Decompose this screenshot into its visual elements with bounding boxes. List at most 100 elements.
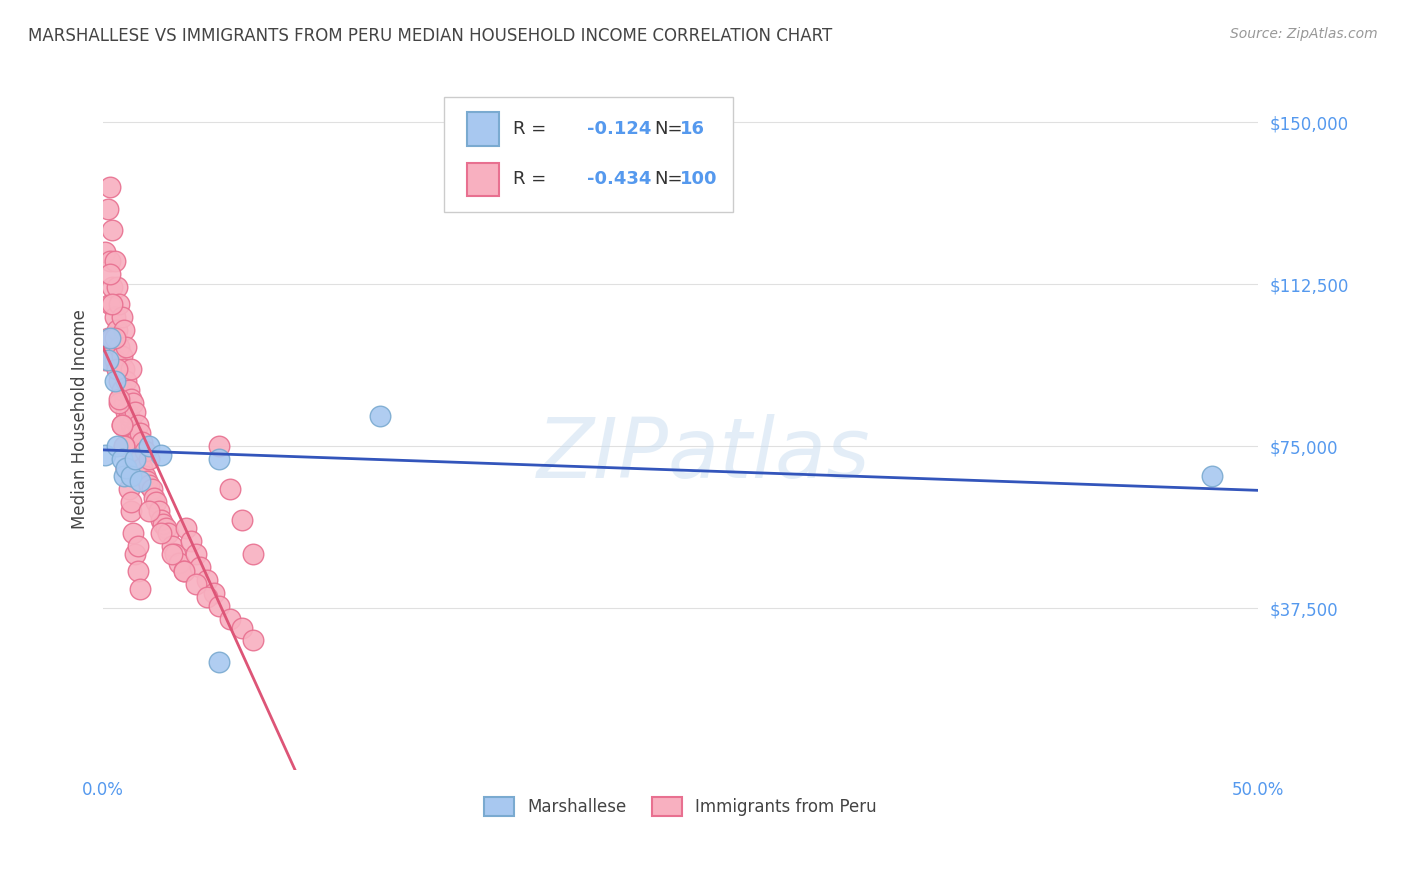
Point xyxy=(208,599,231,613)
Point xyxy=(127,539,149,553)
Point xyxy=(110,417,132,432)
Point xyxy=(105,439,128,453)
Point xyxy=(112,439,135,453)
Point xyxy=(208,439,231,453)
Point xyxy=(131,460,153,475)
Point xyxy=(163,547,186,561)
Point xyxy=(134,469,156,483)
Point xyxy=(101,331,124,345)
Point xyxy=(162,547,184,561)
Point xyxy=(127,443,149,458)
Text: R =: R = xyxy=(513,120,547,138)
Point xyxy=(94,448,117,462)
Point xyxy=(122,396,145,410)
Point xyxy=(188,560,211,574)
Point xyxy=(94,244,117,259)
Point xyxy=(122,426,145,441)
Point xyxy=(112,396,135,410)
Point xyxy=(120,392,142,406)
Point xyxy=(108,392,131,406)
Point xyxy=(115,460,138,475)
Point xyxy=(138,452,160,467)
Point xyxy=(112,323,135,337)
Point xyxy=(120,469,142,483)
Point xyxy=(127,565,149,579)
Point xyxy=(129,426,152,441)
Point xyxy=(124,405,146,419)
Point xyxy=(101,223,124,237)
Point xyxy=(115,340,138,354)
Point xyxy=(129,474,152,488)
Point xyxy=(141,483,163,497)
Point xyxy=(115,405,138,419)
Point xyxy=(105,361,128,376)
Point xyxy=(242,633,264,648)
Point xyxy=(143,491,166,505)
Point xyxy=(155,521,177,535)
Point xyxy=(208,655,231,669)
Point xyxy=(219,612,242,626)
Point xyxy=(108,375,131,389)
FancyBboxPatch shape xyxy=(467,112,499,145)
Point xyxy=(104,352,127,367)
Point xyxy=(112,439,135,453)
Point xyxy=(98,180,121,194)
Point xyxy=(180,534,202,549)
Point xyxy=(138,439,160,453)
Point xyxy=(152,516,174,531)
Point xyxy=(242,547,264,561)
Point xyxy=(184,547,207,561)
Point xyxy=(97,202,120,216)
Point xyxy=(115,460,138,475)
Point xyxy=(149,525,172,540)
Point xyxy=(98,267,121,281)
Text: MARSHALLESE VS IMMIGRANTS FROM PERU MEDIAN HOUSEHOLD INCOME CORRELATION CHART: MARSHALLESE VS IMMIGRANTS FROM PERU MEDI… xyxy=(28,27,832,45)
Point xyxy=(173,565,195,579)
Point xyxy=(104,310,127,324)
Text: -0.434: -0.434 xyxy=(588,170,651,188)
Point xyxy=(120,504,142,518)
Point xyxy=(117,483,139,497)
Point xyxy=(173,565,195,579)
Point xyxy=(110,310,132,324)
Text: N=: N= xyxy=(654,120,683,138)
Point xyxy=(120,361,142,376)
Point xyxy=(117,383,139,397)
Point xyxy=(136,474,159,488)
Point xyxy=(208,452,231,467)
Point xyxy=(110,452,132,467)
Point xyxy=(219,483,242,497)
Point xyxy=(117,409,139,423)
Point xyxy=(110,417,132,432)
Point xyxy=(145,495,167,509)
Point xyxy=(115,460,138,475)
Text: -0.124: -0.124 xyxy=(588,120,651,138)
Point xyxy=(108,396,131,410)
Point xyxy=(104,331,127,345)
Point xyxy=(129,452,152,467)
Point xyxy=(120,495,142,509)
Text: N=: N= xyxy=(654,170,683,188)
Text: Source: ZipAtlas.com: Source: ZipAtlas.com xyxy=(1230,27,1378,41)
Point xyxy=(108,297,131,311)
Point xyxy=(108,340,131,354)
Legend: Marshallese, Immigrants from Peru: Marshallese, Immigrants from Peru xyxy=(477,789,886,825)
Point xyxy=(112,361,135,376)
Point xyxy=(138,504,160,518)
Point xyxy=(105,279,128,293)
Point xyxy=(98,253,121,268)
Point xyxy=(101,279,124,293)
Point xyxy=(202,586,225,600)
Point xyxy=(104,253,127,268)
Point xyxy=(134,443,156,458)
Point xyxy=(110,383,132,397)
Point xyxy=(124,452,146,467)
Point xyxy=(149,448,172,462)
Point xyxy=(169,556,191,570)
Point xyxy=(195,591,218,605)
Point xyxy=(97,352,120,367)
Point xyxy=(231,621,253,635)
Point xyxy=(138,478,160,492)
Point xyxy=(94,352,117,367)
Point xyxy=(97,331,120,345)
